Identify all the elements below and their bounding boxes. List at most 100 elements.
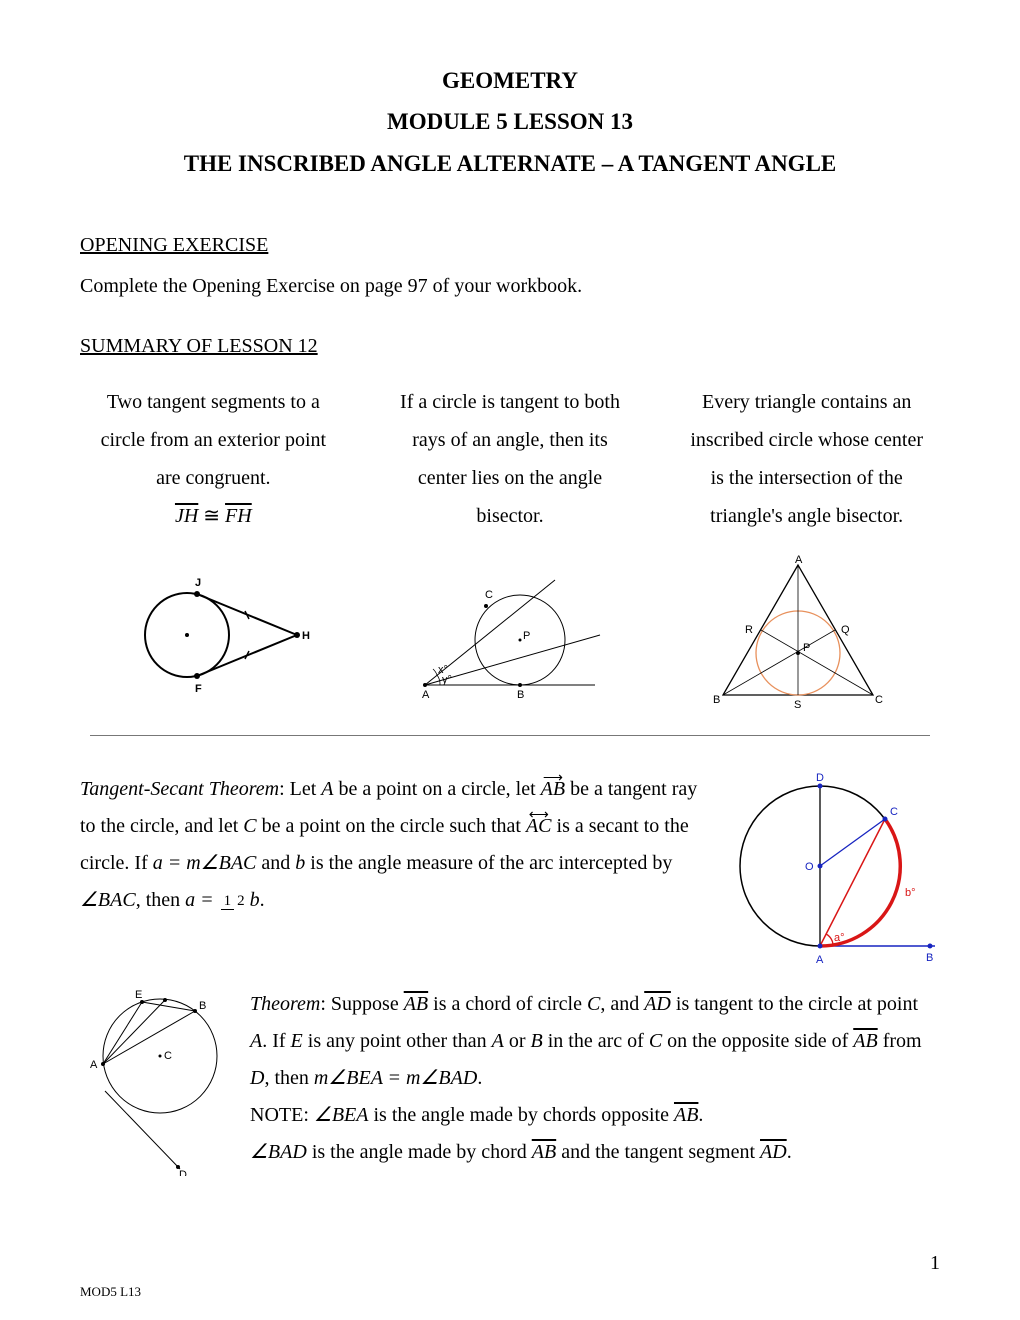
th2-n3: and the tangent segment xyxy=(556,1141,760,1163)
th2-t10: from xyxy=(878,1030,922,1052)
th2-D: D xyxy=(250,1067,264,1089)
d5-c: C xyxy=(164,1050,172,1062)
th2-note: NOTE: xyxy=(250,1104,314,1126)
summary-heading: SUMMARY OF LESSON 12 xyxy=(80,335,940,358)
col3-l1: Every triangle contains an xyxy=(702,391,911,413)
d4-c: C xyxy=(890,806,898,818)
th2-ang2: ∠BAD xyxy=(250,1141,307,1163)
col1-l3: are congruent. xyxy=(156,467,270,489)
d4-a: A xyxy=(816,954,824,966)
th2-t3: , and xyxy=(600,993,644,1015)
summary-col-2: If a circle is tangent to both rays of a… xyxy=(377,383,644,535)
col1-l1: Two tangent segments to a xyxy=(107,391,320,413)
th2-t9: on the opposite side of xyxy=(662,1030,853,1052)
th2-AD1: AD xyxy=(644,993,671,1015)
th2-AD2: AD xyxy=(760,1141,787,1163)
diagram-inscribed: A B C R Q S P xyxy=(703,555,893,715)
col3-l3: is the intersection of the xyxy=(711,467,903,489)
col1-l2: circle from an exterior point xyxy=(101,429,326,451)
title-line2: MODULE 5 LESSON 13 xyxy=(80,101,940,142)
label-j: J xyxy=(195,577,201,589)
label-f: F xyxy=(195,683,202,695)
d3-a: A xyxy=(795,555,803,566)
th2-A2: A xyxy=(492,1030,504,1052)
d2-c: C xyxy=(485,589,493,601)
title-line1: GEOMETRY xyxy=(80,60,940,101)
th2-n1: is the angle made by chords opposite xyxy=(368,1104,674,1126)
th2-t6: is any point other than xyxy=(303,1030,492,1052)
summary-col-3: Every triangle contains an inscribed cir… xyxy=(673,383,940,535)
th2-AB3: AB xyxy=(674,1104,698,1126)
d3-c: C xyxy=(875,694,883,706)
footer-code: MOD5 L13 xyxy=(80,1284,141,1300)
th2-t4: is tangent to the circle at point xyxy=(671,993,918,1015)
col1-cong: ≅ xyxy=(198,505,225,527)
d4-b: B xyxy=(926,952,933,964)
th1-t2: be a point on a circle, let xyxy=(334,778,541,800)
th1-ang: ∠BAC xyxy=(80,889,136,911)
th1-t6: and xyxy=(256,852,295,874)
col2-l3: center lies on the angle xyxy=(418,467,602,489)
th2-n2: is the angle made by chord xyxy=(307,1141,532,1163)
th1-t7: is the angle measure of the arc intercep… xyxy=(305,852,672,874)
th2-t1: : Suppose xyxy=(320,993,403,1015)
divider xyxy=(90,735,930,736)
d2-x: x° xyxy=(438,664,448,676)
th2-AB2: AB xyxy=(853,1030,877,1052)
d2-a: A xyxy=(422,689,430,701)
th2-p2: . xyxy=(698,1104,703,1126)
diagram-tangent-secant: A B C D O a° b° xyxy=(730,771,940,971)
th1-eq2a: a = xyxy=(185,889,219,911)
theorem2-block: A B C D E Theorem: Suppose AB is a chord… xyxy=(80,986,940,1176)
th2-t2: is a chord of circle xyxy=(428,993,587,1015)
summary-columns: Two tangent segments to a circle from an… xyxy=(80,383,940,535)
diagram-bisector: A B C P y° x° xyxy=(410,565,610,705)
diagrams-row: J F H A B C P y° x° xyxy=(80,555,940,715)
th2-C2: C xyxy=(649,1030,662,1052)
title-line3: THE INSCRIBED ANGLE ALTERNATE – A TANGEN… xyxy=(80,143,940,184)
th2-AB4: AB xyxy=(532,1141,556,1163)
th1-b: b xyxy=(295,852,305,874)
diagram-chord-tangent: A B C D E xyxy=(80,986,230,1176)
d2-p: P xyxy=(523,630,530,642)
th2-E: E xyxy=(291,1030,303,1052)
d5-e: E xyxy=(135,989,142,1001)
th1-label: Tangent-Secant Theorem xyxy=(80,778,279,800)
col3-l4: triangle's angle bisector. xyxy=(710,505,903,527)
col1-fh: FH xyxy=(225,505,252,527)
d4-bang: b° xyxy=(905,887,916,899)
theorem1-text: Tangent-Secant Theorem: Let A be a point… xyxy=(80,771,710,919)
th2-t5: . If xyxy=(262,1030,290,1052)
d3-r: R xyxy=(745,624,753,636)
th2-p3: . xyxy=(787,1141,792,1163)
col3-l2: inscribed circle whose center xyxy=(690,429,923,451)
th2-t7: or xyxy=(504,1030,531,1052)
label-h: H xyxy=(302,630,310,642)
d4-aang: a° xyxy=(834,932,845,944)
d2-b: B xyxy=(517,689,524,701)
th1-eq1: a = m∠BAC xyxy=(153,852,257,874)
th2-eq: m∠BEA = m∠BAD xyxy=(314,1067,477,1089)
d5-a: A xyxy=(90,1059,98,1071)
page-number: 1 xyxy=(930,1252,940,1275)
th1-period: . xyxy=(260,889,265,911)
th2-p1: . xyxy=(477,1067,482,1089)
col2-l4: bisector. xyxy=(476,505,543,527)
d3-s: S xyxy=(794,699,801,711)
diagram-tangents: J F H xyxy=(127,570,317,700)
th2-B: B xyxy=(531,1030,543,1052)
th2-ang1: ∠BEA xyxy=(314,1104,369,1126)
title-block: GEOMETRY MODULE 5 LESSON 13 THE INSCRIBE… xyxy=(80,60,940,184)
d3-p: P xyxy=(803,642,810,654)
th1-eq2b: b xyxy=(250,889,260,911)
th2-C1: C xyxy=(587,993,600,1015)
th2-label: Theorem xyxy=(250,993,320,1015)
th2-t8: in the arc of xyxy=(543,1030,649,1052)
summary-col-1: Two tangent segments to a circle from an… xyxy=(80,383,347,535)
th1-t8: , then xyxy=(136,889,185,911)
opening-text: Complete the Opening Exercise on page 97… xyxy=(80,267,940,305)
col2-l1: If a circle is tangent to both xyxy=(400,391,620,413)
th2-AB1: AB xyxy=(404,993,428,1015)
d4-d: D xyxy=(816,772,824,784)
th1-A: A xyxy=(321,778,333,800)
